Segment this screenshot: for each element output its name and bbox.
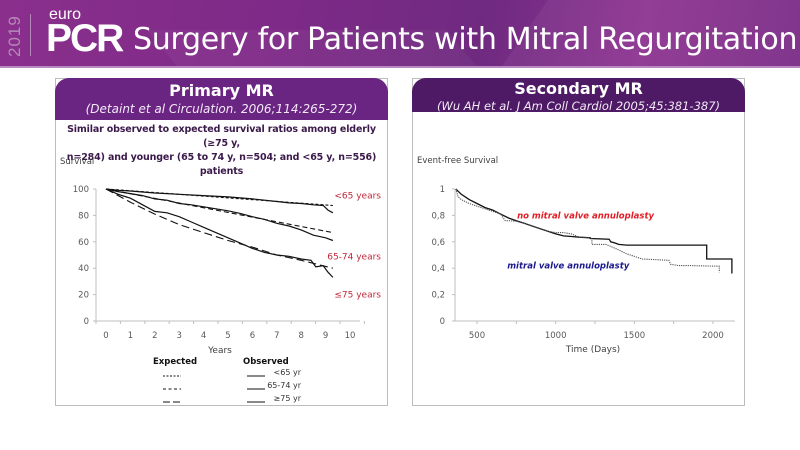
series-line-mitral-valve-annuloplasty xyxy=(455,188,720,273)
x-tick-label: 1 xyxy=(128,331,133,341)
y-tick-label: 0,8 xyxy=(431,211,445,221)
note-line: n=284) and younger (65 to 74 y, n=504; a… xyxy=(66,152,377,177)
series-annotation: mitral valve annuloplasty xyxy=(507,262,630,272)
y-tick-label: 0,2 xyxy=(431,291,445,301)
group-label: ≤75 years xyxy=(334,291,381,301)
x-tick-label: 7 xyxy=(274,331,279,341)
x-tick-label: 10 xyxy=(345,331,356,341)
y-tick-label: 0,4 xyxy=(431,264,445,274)
primary-mr-panel: Primary MR (Detaint et al Circulation. 2… xyxy=(55,78,388,406)
series-line-observed-75-yr xyxy=(105,188,334,278)
y-tick-label: 60 xyxy=(78,238,89,248)
y-axis-title: Survival xyxy=(60,157,94,167)
logo-divider xyxy=(30,14,31,56)
x-tick-label: 9 xyxy=(323,331,328,341)
series-line-no-mitral-valve-annuloplasty xyxy=(455,188,733,274)
panel-citation: (Wu AH et al. J Am Coll Cardiol 2005;45:… xyxy=(436,99,721,113)
x-tick-label: 4 xyxy=(201,331,206,341)
x-tick-label: 1500 xyxy=(624,331,646,341)
x-tick-label: 6 xyxy=(250,331,255,341)
panel-title: Primary MR xyxy=(169,81,274,100)
legend-label: <65 yr xyxy=(274,368,302,377)
series-line-expected-65-74-yr xyxy=(105,188,334,234)
y-tick-label: 20 xyxy=(78,291,89,301)
x-tick-label: 5 xyxy=(225,331,230,341)
y-tick-label: 0,6 xyxy=(431,238,445,248)
primary-mr-panel-header: Primary MR (Detaint et al Circulation. 2… xyxy=(55,78,388,120)
group-label: <65 years xyxy=(334,192,381,202)
y-tick-label: 0 xyxy=(440,317,445,327)
x-tick-label: 3 xyxy=(176,331,181,341)
legend-header-expected: Expected xyxy=(153,357,197,367)
x-tick-label: 8 xyxy=(298,331,303,341)
panel-citation: (Detaint et al Circulation. 2006;114:265… xyxy=(85,102,358,116)
y-axis-title: Event-free Survival xyxy=(417,156,498,166)
note-line: Similar observed to expected survival ra… xyxy=(67,124,376,149)
y-tick-label: 100 xyxy=(73,185,89,195)
x-tick-label: 500 xyxy=(469,331,485,341)
slide-title: Surgery for Patients with Mitral Regurgi… xyxy=(133,22,798,57)
secondary-mr-panel-header: Secondary MR (Wu AH et al. J Am Coll Car… xyxy=(412,78,745,113)
x-tick-label: 0 xyxy=(103,331,108,341)
primary-mr-chart: Survival 0 20 40 60 80 100 0 1 2 3 4 5 6 7 8 9 10 Years <65… xyxy=(60,157,381,403)
legend-header-observed: Observed xyxy=(243,357,289,367)
slide-header: 2019 euro PCR Surgery for Patients with … xyxy=(0,0,800,66)
y-tick-label: 80 xyxy=(78,211,89,221)
legend-label: 65-74 yr xyxy=(267,381,302,390)
y-tick-label: 1 xyxy=(440,185,445,195)
secondary-mr-panel: Secondary MR (Wu AH et al. J Am Coll Car… xyxy=(412,78,745,406)
x-tick-label: 1000 xyxy=(545,331,567,341)
series-line-expected-75-yr xyxy=(105,188,334,269)
header-divider xyxy=(0,66,800,68)
x-tick-label: 2000 xyxy=(702,331,724,341)
series-annotation: no mitral valve annuloplasty xyxy=(517,211,654,221)
logo-euro-text: euro xyxy=(49,6,82,23)
y-tick-label: 0 xyxy=(84,317,89,327)
logo-pcr-text: PCR xyxy=(46,17,124,60)
group-label: 65-74 years xyxy=(327,252,381,262)
panel-title: Secondary MR xyxy=(514,79,643,98)
series-line-observed-65-74-yr xyxy=(105,188,334,242)
x-axis-title: Time (Days) xyxy=(565,345,620,355)
x-axis-title: Years xyxy=(207,346,232,356)
y-tick-label: 40 xyxy=(78,264,89,274)
legend-label: ≥75 yr xyxy=(274,394,302,403)
panel-summary-note: Similar observed to expected survival ra… xyxy=(56,123,387,179)
x-tick-label: 2 xyxy=(152,331,157,341)
series-line-observed-65-yr xyxy=(105,188,334,214)
